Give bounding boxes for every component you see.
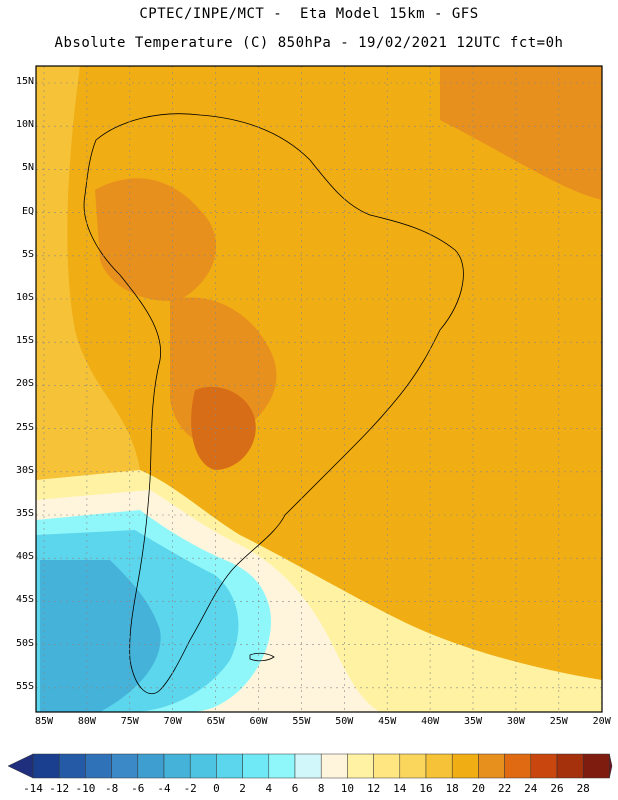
colorbar-swatch xyxy=(399,753,427,779)
colorbar-tick-label: 22 xyxy=(497,782,512,795)
field-amazon-warm xyxy=(95,178,217,301)
colorbar-tick-label: 6 xyxy=(291,782,299,795)
lat-label: 10S xyxy=(15,292,34,303)
colorbar-swatch xyxy=(137,753,165,779)
lat-label: 15S xyxy=(15,335,34,347)
colorbar-tick-label: -10 xyxy=(75,782,96,795)
colorbar-tick-label: 14 xyxy=(393,782,407,795)
colorbar-swatch xyxy=(216,753,243,779)
colorbar-swatch xyxy=(556,753,584,779)
lon-label: 60W xyxy=(249,716,268,727)
colorbar-tick-label: 18 xyxy=(445,782,459,795)
lat-label: 10N xyxy=(15,119,34,131)
coastline xyxy=(83,113,464,695)
colorbar-tick-label: -8 xyxy=(104,782,119,795)
lat-label: 40S xyxy=(15,551,34,563)
lon-label: 30W xyxy=(506,716,525,727)
colorbar-swatch xyxy=(478,753,505,779)
field-coldest xyxy=(40,560,161,712)
falklands-outline xyxy=(249,652,275,662)
map-subtitle: Absolute Temperature (C) 850hPa - 19/02/… xyxy=(54,35,564,51)
colorbar-swatch xyxy=(373,753,401,779)
colorbar-swatch xyxy=(58,753,86,779)
lat-label: 30S xyxy=(15,464,34,476)
lon-label: 55W xyxy=(292,716,311,727)
colorbar-swatch xyxy=(504,753,532,779)
colorbar-swatch xyxy=(85,753,112,779)
lon-label: 35W xyxy=(463,716,483,727)
colorbar-swatch xyxy=(242,753,270,779)
colorbar-tick-label: 8 xyxy=(317,782,325,795)
colorbar-swatch xyxy=(425,753,453,779)
colorbar-swatch xyxy=(582,753,610,779)
grid-lines xyxy=(36,66,602,712)
colorbar-swatch xyxy=(163,753,191,779)
colorbar-tick-label: 12 xyxy=(366,782,381,795)
map-title: CPTEC/INPE/MCT - Eta Model 15km - GFS xyxy=(139,6,479,22)
lat-label: 45S xyxy=(15,594,34,606)
colorbar-swatch xyxy=(32,753,60,779)
colorbar-swatch xyxy=(530,753,558,779)
lon-label: 25W xyxy=(549,716,568,727)
lon-label: 75W xyxy=(120,716,139,727)
lat-label: EQ xyxy=(21,205,34,217)
lon-label: 20W xyxy=(592,716,611,727)
colorbar-swatch xyxy=(347,753,374,779)
colorbar-tick-label: -4 xyxy=(157,782,171,795)
colorbar-tick-label: -2 xyxy=(183,782,197,795)
colorbar-swatch xyxy=(294,753,322,779)
lon-label: 40W xyxy=(421,716,440,727)
lat-label: 5S xyxy=(21,248,34,260)
lon-label: 85W xyxy=(34,716,54,727)
colorbar-tick-label: 28 xyxy=(576,782,590,795)
lon-label: 80W xyxy=(77,716,96,727)
colorbar-swatch xyxy=(268,753,296,779)
colorbar-tick-label: 10 xyxy=(340,782,355,795)
lon-label: 50W xyxy=(335,716,354,727)
colorbar-tick-label: -6 xyxy=(131,782,145,795)
lat-label: 35S xyxy=(15,508,34,519)
lat-label: 5N xyxy=(21,162,34,174)
colorbar-swatch xyxy=(111,753,139,779)
map-frame xyxy=(35,65,603,713)
colorbar-swatch xyxy=(320,753,348,779)
lat-label: 25S xyxy=(15,421,34,433)
temperature-field xyxy=(36,66,602,712)
colorbar-over-arrow xyxy=(609,753,613,779)
colorbar-swatch xyxy=(189,753,217,779)
colorbar-tick-label: 16 xyxy=(419,782,433,795)
lon-label: 70W xyxy=(163,716,182,727)
colorbar-tick-label: 0 xyxy=(213,782,220,795)
colorbar-tick-label: 26 xyxy=(550,782,564,795)
colorbar-under-arrow xyxy=(7,753,34,779)
lon-label: 65W xyxy=(206,716,225,727)
colorbar-tick-label: 2 xyxy=(239,782,246,795)
colorbar-tick-label: -14 xyxy=(23,782,43,795)
colorbar xyxy=(7,753,613,779)
colorbar-tick-label: -12 xyxy=(49,782,70,795)
colorbar-tick-label: 24 xyxy=(524,782,538,795)
lon-label: 45W xyxy=(378,716,397,727)
colorbar-tick-label: 20 xyxy=(471,782,486,795)
colorbar-tick-label: 4 xyxy=(265,782,273,795)
field-ne-atlantic xyxy=(440,66,602,200)
lat-label: 15N xyxy=(15,76,34,87)
lat-label: 55S xyxy=(15,680,34,692)
lat-label: 50S xyxy=(15,637,34,649)
lat-label: 20S xyxy=(15,378,34,390)
colorbar-swatch xyxy=(451,753,479,779)
